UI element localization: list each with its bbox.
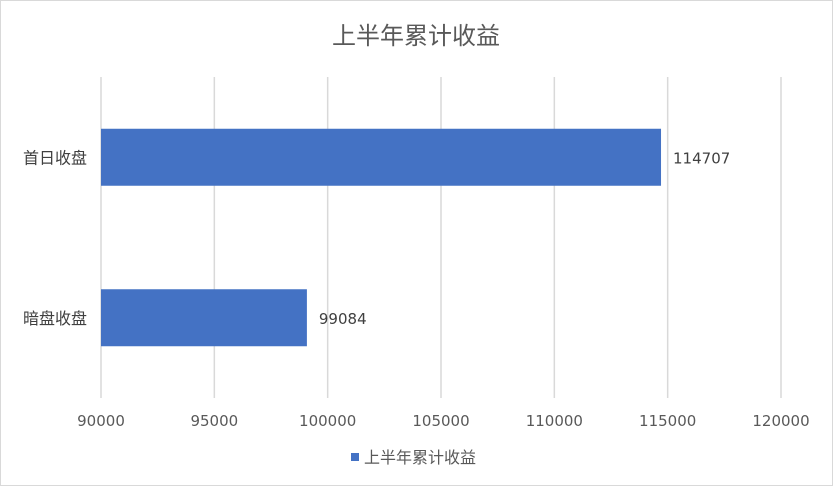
x-tick-label: 105000 — [412, 412, 469, 430]
category-label: 暗盘收盘 — [23, 309, 87, 328]
legend-swatch — [351, 453, 359, 461]
data-labels: 114707 99084 — [319, 149, 730, 328]
bars — [101, 128, 662, 347]
x-tick-labels: 90000 95000 100000 105000 110000 115000 120000 — [77, 412, 809, 430]
gridlines — [100, 77, 782, 398]
x-tick-label: 110000 — [526, 412, 583, 430]
category-label: 首日收盘 — [23, 148, 87, 167]
x-tick-label: 95000 — [190, 412, 238, 430]
x-tick-label: 100000 — [299, 412, 356, 430]
legend: 上半年累计收益 — [351, 448, 476, 467]
chart-title: 上半年累计收益 — [332, 22, 500, 50]
bar — [101, 128, 662, 186]
bar — [101, 289, 307, 347]
legend-label: 上半年累计收益 — [364, 448, 476, 467]
x-tick-label: 115000 — [639, 412, 696, 430]
data-label: 99084 — [319, 310, 367, 328]
x-tick-label: 90000 — [77, 412, 125, 430]
x-tick-label: 120000 — [752, 412, 809, 430]
data-label: 114707 — [673, 149, 730, 167]
